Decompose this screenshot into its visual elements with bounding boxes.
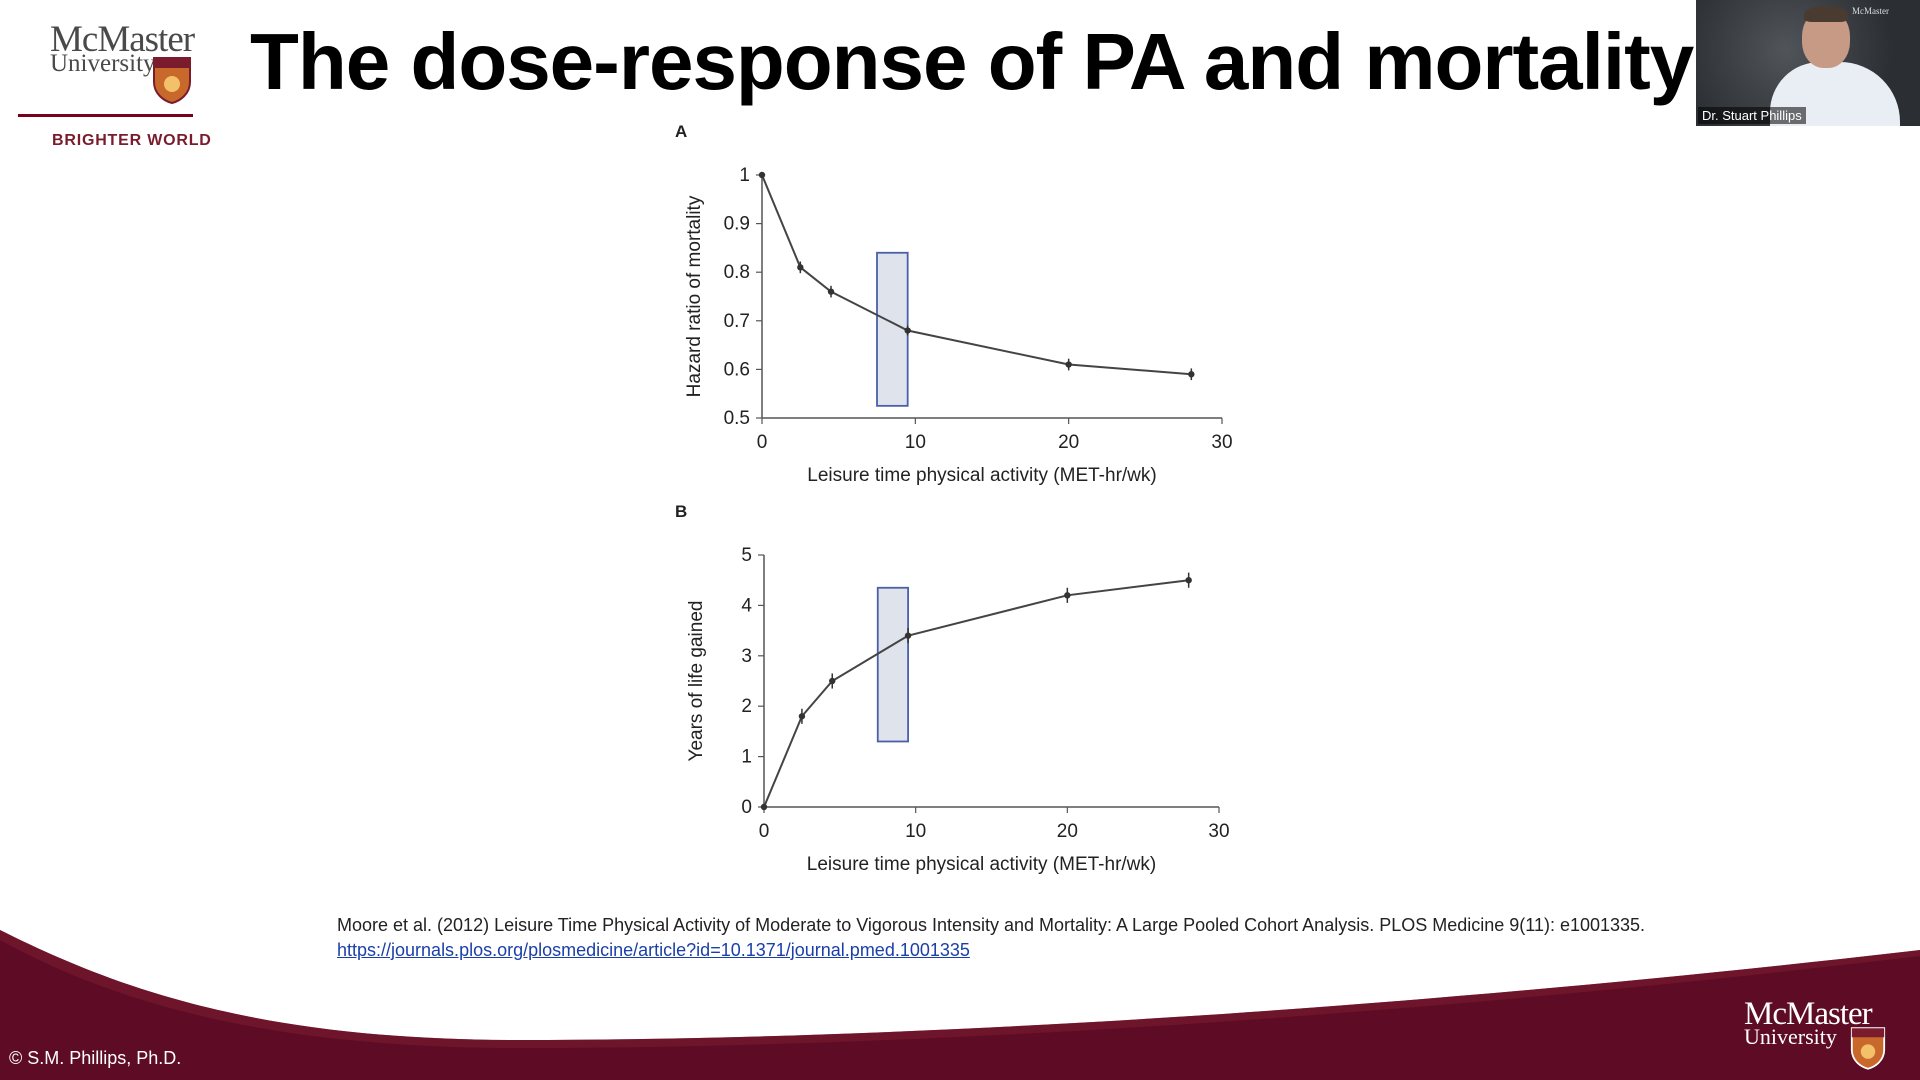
panel-a-data-point [797,264,804,271]
panel-b-y-tick-label: 4 [741,595,752,616]
panel-b-x-axis-label: Leisure time physical activity (MET-hr/w… [807,854,1156,875]
panel-a-y-axis-label: Hazard ratio of mortality [684,195,705,397]
video-mini-logo: McMaster [1852,6,1889,16]
panel-b-y-tick-label: 5 [741,545,752,566]
logo-wordmark: McMaster [50,19,195,60]
panel-a-x-tick-label: 30 [1211,432,1232,453]
panel-b-y-tick-label: 0 [741,797,752,818]
panel-b-y-tick-label: 3 [741,646,752,667]
logo-divider [18,114,193,117]
speaker-video[interactable]: McMaster Dr. Stuart Phillips [1696,0,1920,126]
panel-b-y-tick-label: 2 [741,696,752,717]
panel-a-y-tick-label: 0.8 [724,262,750,283]
panel-b-y-tick-label: 1 [741,747,752,768]
panel-b-data-point [798,713,806,720]
panel-a-data-point [1188,371,1195,378]
panel-a-y-tick-label: 0.9 [724,214,750,235]
panel-a-y-tick-label: 0.7 [724,311,750,332]
panel-a-y-tick-label: 0.6 [724,359,750,380]
tagline: BRIGHTER WORLD [52,132,212,149]
panel-b-data-point [904,632,912,639]
panel-a-data-point [758,171,766,179]
panel-a-data-point [1065,361,1072,368]
citation: Moore et al. (2012) Leisure Time Physica… [337,913,1717,963]
panel-a-label: A [675,122,687,141]
panel-a-data-point [904,327,911,334]
slide-title: The dose-response of PA and mortality [250,17,1694,106]
panel-b-data-point [1185,577,1192,584]
citation-text: Moore et al. (2012) Leisure Time Physica… [337,915,1646,935]
crest-icon [153,57,191,104]
footer-logo-subword: University [1744,1024,1837,1049]
panel-b-x-tick-label: 20 [1057,821,1078,842]
panel-a-data-point [827,288,835,295]
speaker-name: Dr. Stuart Phillips [1698,107,1806,124]
panel-b-series-line [763,579,1189,808]
panel-b-x-tick-label: 30 [1208,821,1229,842]
speaker-hair [1804,6,1848,22]
panel-b-data-point [1064,592,1071,599]
panel-a-x-tick-label: 0 [757,432,768,453]
panel-a-x-tick-label: 20 [1058,432,1079,453]
citation-link[interactable]: https://journals.plos.org/plosmedicine/a… [337,940,970,960]
logo-subword: University [50,50,156,77]
panel-b-label: B [675,502,687,521]
panel-a-x-axis-label: Leisure time physical activity (MET-hr/w… [807,465,1156,486]
panel-a-x-tick-label: 10 [905,432,926,453]
panel-a-series-line [761,174,1192,376]
panel-b-x-tick-label: 10 [905,821,926,842]
copyright: © S.M. Phillips, Ph.D. [9,1048,182,1068]
footer-band [0,930,1920,1080]
panel-b-data-point [829,677,836,685]
panel-a-y-tick-label: 1 [739,165,750,186]
panel-a-y-tick-label: 0.5 [724,408,750,429]
panel-b-y-axis-label: Years of life gained [686,601,707,762]
panel-b-x-tick-label: 0 [759,821,770,842]
footer-crest-icon [1850,1027,1886,1070]
panel-b-data-point [760,803,768,811]
mcmaster-logo-footer: McMaster University [1744,996,1914,1076]
footer-logo-wordmark: McMaster [1744,996,1873,1032]
panel-b-highlight-box [876,586,909,743]
